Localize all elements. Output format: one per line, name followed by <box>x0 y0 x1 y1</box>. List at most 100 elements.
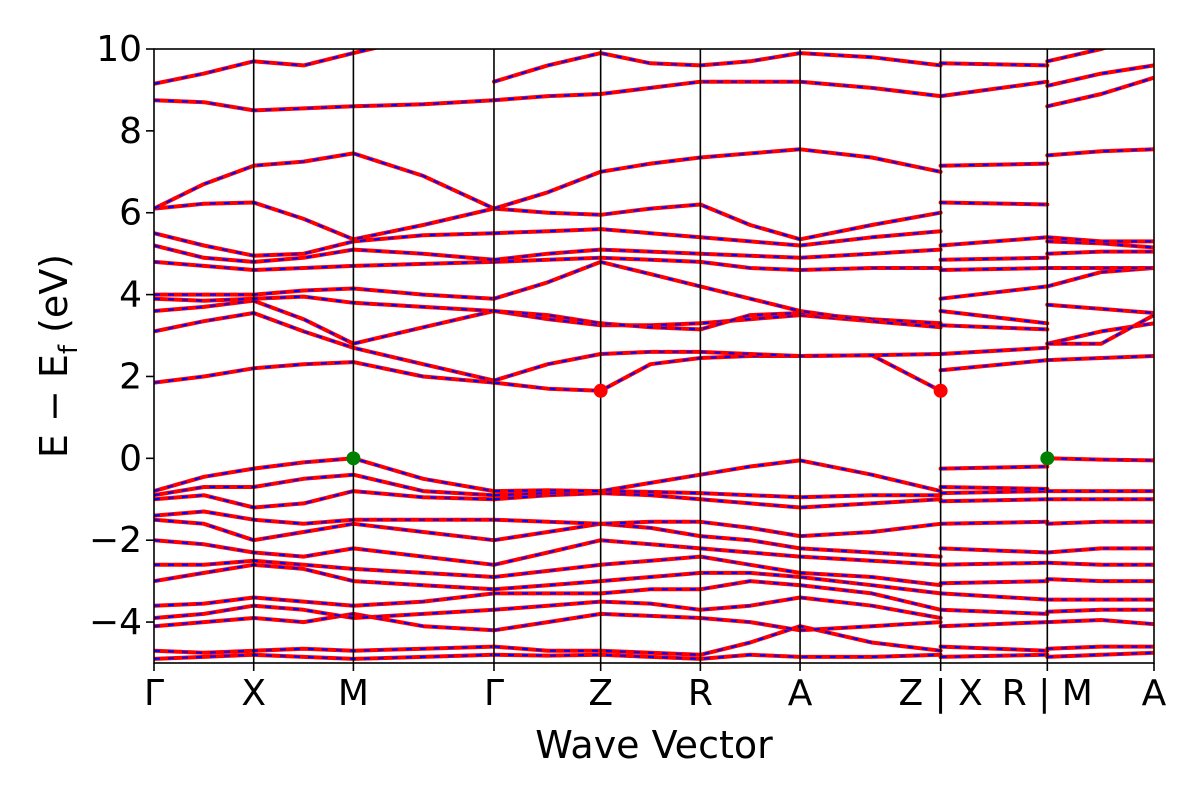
band-line-0-8 <box>154 517 496 543</box>
band-line-dashed-3-8 <box>1047 520 1154 525</box>
band-line-dashed-1-18 <box>493 256 941 272</box>
band-line-dashed-3-1 <box>1047 645 1154 650</box>
high-symmetry-lines <box>252 49 1049 663</box>
band-line-dashed-3-7 <box>1047 547 1154 554</box>
band-line-1-21 <box>492 202 943 242</box>
y-axis-label: E − Ef (eV) <box>32 254 84 458</box>
band-line-dashed-0-1 <box>154 645 495 654</box>
band-line-dashed-1-23 <box>493 80 941 102</box>
band-line-3-16 <box>1045 266 1154 289</box>
band-line-dashed-0-19 <box>154 244 495 263</box>
y-tick-label: 8 <box>119 111 142 152</box>
y-tick-label: 4 <box>119 275 142 316</box>
x-tick-label: R <box>688 673 713 714</box>
x-tick-label: Z | X <box>898 673 982 714</box>
band-line-0-11 <box>154 472 496 498</box>
band-line-dashed-2-22 <box>940 162 1048 167</box>
plot-frame <box>153 48 1155 664</box>
x-tick-label: Γ <box>484 673 504 714</box>
band-line-1-24 <box>492 51 943 84</box>
band-line-dashed-0-4 <box>154 592 495 607</box>
band-line-dashed-1-7 <box>493 539 941 566</box>
band-line-dashed-0-6 <box>154 559 495 578</box>
band-line-0-20 <box>154 231 496 258</box>
band-line-dashed-2-6 <box>940 561 1048 566</box>
band-line-dashed-1-19 <box>493 248 941 261</box>
band-line-dashed-3-22 <box>1047 76 1154 108</box>
band-line-dashed-1-9 <box>493 518 941 538</box>
y-axis-ticks: −4 −2 0 2 4 6 8 10 <box>89 29 154 643</box>
band-line-1-9 <box>492 517 943 539</box>
band-line-dashed-1-16 <box>493 310 941 331</box>
vbm-marker <box>346 451 361 466</box>
band-line-dashed-2-12 <box>940 465 1048 470</box>
band-line-dashed-2-9 <box>940 498 1048 503</box>
band-line-0-13 <box>154 360 496 385</box>
band-line-dashed-3-23 <box>1047 64 1154 87</box>
band-line-dashed-3-6 <box>1047 561 1154 566</box>
band-line-dashed-0-0 <box>154 653 495 660</box>
band-line-dashed-2-17 <box>940 285 1048 300</box>
bands-layer <box>154 49 1154 661</box>
band-line-0-24 <box>154 49 380 86</box>
band-line-0-23 <box>154 98 496 113</box>
band-line-dashed-1-14 <box>493 350 941 382</box>
x-tick-label: A <box>1142 673 1167 714</box>
band-line-dashed-1-12 <box>493 459 941 493</box>
cbm-marker <box>933 383 948 398</box>
band-line-dashed-3-19 <box>1047 240 1154 249</box>
band-line-dashed-3-5 <box>1047 578 1154 583</box>
x-tick-label: Z <box>588 673 613 714</box>
band-line-dashed-0-22 <box>154 152 495 210</box>
band-line-dashed-2-5 <box>940 580 1048 585</box>
band-line-0-21 <box>154 200 496 242</box>
band-line-0-2 <box>154 611 496 633</box>
band-line-dashed-1-1 <box>493 625 941 656</box>
band-line-dashed-2-15 <box>940 324 1048 331</box>
band-line-dashed-2-23 <box>940 80 1048 98</box>
y-tick-label: 2 <box>119 356 142 397</box>
y-tick-label: 6 <box>119 193 142 234</box>
band-line-dashed-1-2 <box>493 612 941 632</box>
band-line-dashed-0-3 <box>154 604 495 620</box>
band-line-dashed-1-3 <box>493 596 941 619</box>
band-line-dashed-1-21 <box>493 203 941 241</box>
band-line-dashed-3-16 <box>1047 267 1154 288</box>
x-tick-label: Γ <box>144 673 164 714</box>
band-line-dashed-3-13 <box>1047 322 1154 345</box>
band-line-0-3 <box>154 603 496 620</box>
band-line-1-2 <box>492 611 943 633</box>
band-line-dashed-0-14 <box>154 311 495 382</box>
band-line-dashed-2-7 <box>940 547 1048 554</box>
band-line-dashed-1-8 <box>493 522 941 558</box>
band-line-dashed-0-23 <box>154 99 495 112</box>
band-line-dashed-3-14 <box>1047 314 1154 345</box>
band-line-dashed-3-24 <box>1047 49 1105 63</box>
band-line-dashed-2-18 <box>940 267 1048 271</box>
band-line-dashed-1-4 <box>494 580 941 611</box>
band-line-0-22 <box>154 151 496 211</box>
band-line-dashed-3-18 <box>1047 250 1154 255</box>
y-axis-label-main: E − E <box>32 354 76 458</box>
band-line-dashed-2-24 <box>940 62 1048 67</box>
band-line-dashed-2-4 <box>940 592 1048 601</box>
band-line-dashed-1-5 <box>493 571 941 595</box>
x-tick-label: A <box>788 673 813 714</box>
x-axis-label: Wave Vector <box>535 723 773 767</box>
band-line-dashed-3-0 <box>1047 651 1154 658</box>
band-line-0-12 <box>154 456 496 494</box>
band-line-dashed-2-0 <box>940 653 1048 658</box>
vbm-marker <box>1040 451 1055 466</box>
band-line-dashed-1-10 <box>493 492 941 509</box>
band-line-dashed-0-17 <box>154 287 495 300</box>
band-line-0-18 <box>154 259 496 272</box>
y-tick-label: 0 <box>119 438 142 479</box>
band-line-dashed-2-14 <box>940 346 1048 355</box>
band-line-dashed-2-10 <box>940 490 1048 495</box>
band-line-dashed-0-9 <box>154 510 494 525</box>
band-line-dashed-0-15 <box>154 299 495 345</box>
band-line-dashed-3-11 <box>1047 457 1154 462</box>
band-line-dashed-2-20 <box>940 236 1048 247</box>
band-line-0-10 <box>154 489 496 510</box>
